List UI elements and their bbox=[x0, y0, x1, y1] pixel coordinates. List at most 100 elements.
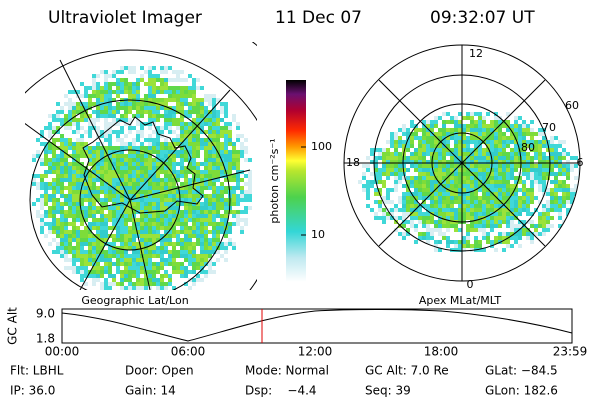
pixel bbox=[168, 134, 172, 138]
pixel bbox=[200, 102, 204, 106]
pixel bbox=[442, 160, 446, 164]
pixel bbox=[100, 90, 104, 94]
pixel bbox=[498, 156, 502, 160]
pixel bbox=[220, 190, 224, 194]
pixel bbox=[136, 262, 140, 266]
pixel bbox=[164, 178, 168, 182]
pixel bbox=[164, 226, 168, 230]
pixel bbox=[144, 98, 148, 102]
pixel bbox=[546, 208, 550, 212]
pixel bbox=[482, 196, 486, 200]
pixel bbox=[394, 136, 398, 140]
pixel bbox=[418, 204, 422, 208]
pixel bbox=[422, 152, 426, 156]
pixel bbox=[530, 184, 534, 188]
pixel bbox=[44, 174, 48, 178]
pixel bbox=[494, 212, 498, 216]
pixel bbox=[362, 188, 366, 192]
pixel bbox=[120, 250, 124, 254]
pixel bbox=[84, 122, 88, 126]
pixel bbox=[180, 270, 184, 274]
pixel bbox=[128, 182, 132, 186]
pixel bbox=[124, 118, 128, 122]
pixel bbox=[562, 140, 566, 144]
pixel bbox=[200, 206, 204, 210]
pixel bbox=[474, 244, 478, 248]
pixel bbox=[550, 144, 554, 148]
pixel bbox=[176, 138, 180, 142]
pixel bbox=[156, 198, 160, 202]
pixel bbox=[390, 132, 394, 136]
pixel bbox=[390, 204, 394, 208]
pixel bbox=[220, 110, 224, 114]
pixel bbox=[382, 136, 386, 140]
pixel bbox=[128, 262, 132, 266]
pixel bbox=[180, 230, 184, 234]
pixel bbox=[430, 128, 434, 132]
pixel bbox=[406, 192, 410, 196]
pixel bbox=[156, 254, 160, 258]
pixel bbox=[84, 226, 88, 230]
pixel bbox=[184, 238, 188, 242]
pixel bbox=[482, 120, 486, 124]
pixel bbox=[204, 182, 208, 186]
pixel bbox=[160, 78, 164, 82]
pixel bbox=[490, 120, 494, 124]
pixel bbox=[390, 152, 394, 156]
pixel bbox=[220, 134, 224, 138]
pixel bbox=[64, 150, 68, 154]
pixel bbox=[378, 172, 382, 176]
pixel bbox=[430, 236, 434, 240]
pixel bbox=[498, 124, 502, 128]
pixel bbox=[64, 254, 68, 258]
pixel bbox=[502, 204, 506, 208]
pixel bbox=[530, 168, 534, 172]
pixel bbox=[402, 208, 406, 212]
pixel bbox=[530, 224, 534, 228]
pixel bbox=[236, 222, 240, 226]
pixel bbox=[32, 150, 36, 154]
pixel bbox=[112, 170, 116, 174]
pixel bbox=[164, 274, 168, 278]
pixel bbox=[128, 186, 132, 190]
pixel bbox=[462, 232, 466, 236]
pixel bbox=[470, 140, 474, 144]
pixel bbox=[132, 230, 136, 234]
pixel bbox=[558, 196, 562, 200]
pixel bbox=[96, 146, 100, 150]
pixel bbox=[462, 152, 466, 156]
pixel bbox=[212, 178, 216, 182]
pixel bbox=[370, 204, 374, 208]
pixel bbox=[140, 230, 144, 234]
pixel bbox=[470, 176, 474, 180]
pixel bbox=[180, 190, 184, 194]
pixel bbox=[140, 122, 144, 126]
pixel bbox=[204, 158, 208, 162]
pixel bbox=[64, 198, 68, 202]
pixel bbox=[486, 160, 490, 164]
pixel bbox=[104, 78, 108, 82]
pixel bbox=[36, 174, 40, 178]
pixel bbox=[220, 222, 224, 226]
pixel bbox=[88, 190, 92, 194]
pixel bbox=[410, 220, 414, 224]
pixel bbox=[96, 130, 100, 134]
pixel bbox=[188, 250, 192, 254]
pixel bbox=[96, 266, 100, 270]
pixel bbox=[382, 156, 386, 160]
geographic-grid bbox=[25, 42, 257, 290]
pixel bbox=[160, 178, 164, 182]
pixel bbox=[470, 148, 474, 152]
pixel bbox=[434, 148, 438, 152]
pixel bbox=[426, 240, 430, 244]
pixel bbox=[538, 212, 542, 216]
pixel bbox=[454, 216, 458, 220]
pixel bbox=[116, 206, 120, 210]
pixel bbox=[136, 94, 140, 98]
pixel bbox=[370, 176, 374, 180]
pixel bbox=[216, 154, 220, 158]
pixel bbox=[104, 234, 108, 238]
pixel bbox=[394, 152, 398, 156]
pixel bbox=[172, 282, 176, 286]
pixel bbox=[164, 182, 168, 186]
